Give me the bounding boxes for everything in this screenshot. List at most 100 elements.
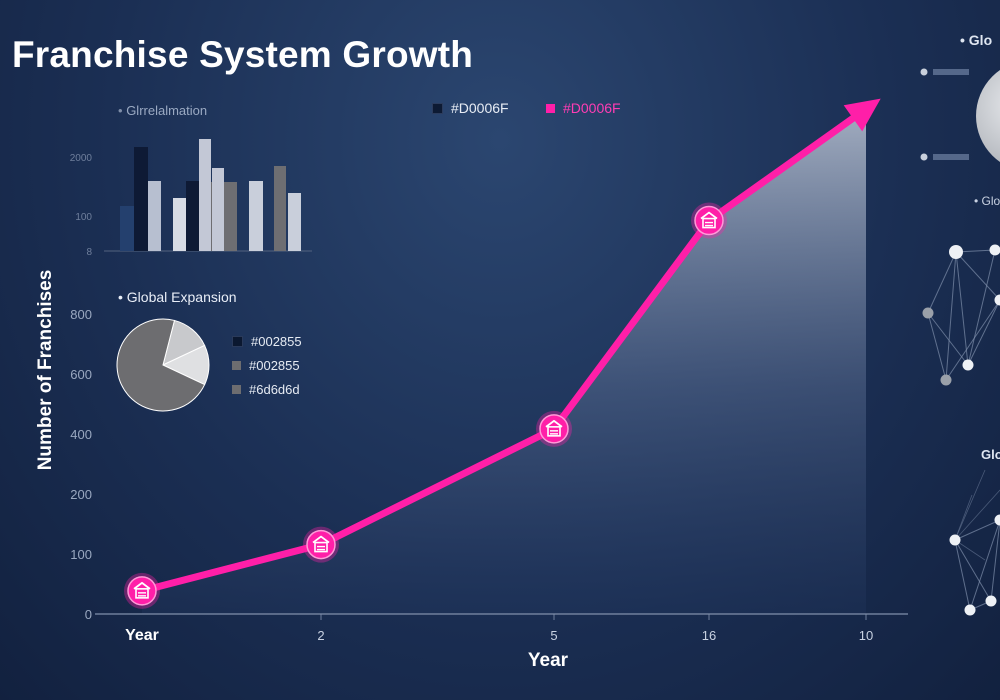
right-panel-label-1-text: Glo [968,32,993,48]
network-node [940,374,952,386]
legend-dot [920,68,928,76]
y-tick-label: 0 [85,607,92,622]
bar-y-tick-label: 100 [75,212,92,223]
network-node [964,604,976,616]
bar-inset-title: • Glrrelalmation [118,103,208,118]
network-edge [954,489,1000,541]
pie-inset-title-text: Global Expansion [126,289,237,305]
franchise-store-icon [700,211,718,229]
bar [148,181,161,251]
data-point [303,526,339,563]
main-series [124,98,881,609]
bar-inset-title-text: Glrrelalmation [126,103,208,118]
series-arrowhead [843,98,881,132]
pie-legend-label-1: #002855 [251,334,302,349]
x-tick-label: 2 [317,628,324,643]
network-edge [990,519,1000,602]
pie-legend-item-3: #6d6d6d [232,382,300,397]
y-tick-label: 800 [70,307,92,322]
right-panel-label-2-text: Glo [981,194,1000,208]
bar [249,181,263,251]
main-area [142,109,866,614]
y-tick-label: 400 [70,427,92,442]
network-diagram [920,68,1000,616]
data-point [124,572,160,609]
franchise-store-icon [545,419,563,437]
network-edge [955,251,1000,301]
pie-slice [116,318,206,412]
bar-back [120,206,134,251]
bar [173,198,186,251]
main-axes: 0 100 200 400 600 800 Year 2 5 16 10 Year Number of … [35,270,908,671]
legend-label-2: #D0006F [563,100,621,116]
data-point-marker [306,529,336,560]
store-roof-path [700,211,718,220]
pie-legend-swatch-3 [232,385,241,394]
bar-y-tick-label: 8 [86,247,92,258]
pie-legend-item-1: #002855 [232,334,302,349]
y-tick-label: 200 [70,487,92,502]
y-axis-title: Number of Franchises [35,270,56,471]
area-fill [142,109,866,614]
store-roof-path [312,535,330,544]
x-tick-label: 5 [550,628,557,643]
network-edge [955,251,969,366]
bar-y-tick-label: 2000 [70,153,93,164]
store-body-rect [547,426,561,437]
x-tick-label: 16 [702,628,716,643]
y-tick-label: 600 [70,367,92,382]
pie-legend-item-2: #002855 [232,358,300,373]
x-axis-title: Year [528,650,569,671]
network-node [949,245,963,259]
x-tick-label: 10 [859,628,873,643]
legend-dot [920,153,928,161]
network-node [985,595,997,607]
legend-item-1: #D0006F [432,100,509,116]
store-body-rect [135,588,149,599]
franchise-store-icon [312,535,330,553]
network-node [949,534,961,546]
legend-item-2: #D0006F [546,100,621,116]
right-panel-label-3: Glo [981,447,1000,462]
pie-legend-label-2: #002855 [249,358,300,373]
network-edge [927,312,947,381]
page-title: Franchise System Growth [12,34,474,75]
network-node [994,514,1000,526]
data-point-marker [127,576,157,606]
pie-legend-swatch-1 [232,336,243,347]
network-edge [927,312,969,366]
data-point [691,202,727,239]
store-roof-path [545,419,563,428]
network-edge [945,251,957,381]
inset-pie-chart [116,318,210,412]
network-edge [927,251,957,314]
data-point-marker [539,414,569,444]
legend-swatch-2 [546,103,555,113]
bar [134,147,148,251]
pie-legend-label-3: #6d6d6d [249,382,300,397]
bar [212,168,224,251]
x-tick-label: Year [125,627,159,644]
pie-legend-swatch-2 [232,361,241,370]
legend-swatch-1 [432,102,443,114]
network-edge [967,249,996,366]
network-edge [967,299,1000,366]
network-edge [954,469,986,541]
legend-text-placeholder [933,69,969,75]
bar [186,181,199,251]
network-edge [945,299,1000,381]
large-circle [976,70,1000,162]
franchise-store-icon [133,581,151,599]
network-node [994,294,1000,306]
right-panel-label-2: • Glo [974,194,1000,208]
bar [199,139,211,251]
network-edge [954,539,986,561]
network-edge [969,519,1000,611]
network-node [922,307,934,319]
network-edge [954,539,971,611]
store-roof-path [133,581,151,590]
store-body-rect [314,541,328,553]
y-tick-label: 100 [70,547,92,562]
